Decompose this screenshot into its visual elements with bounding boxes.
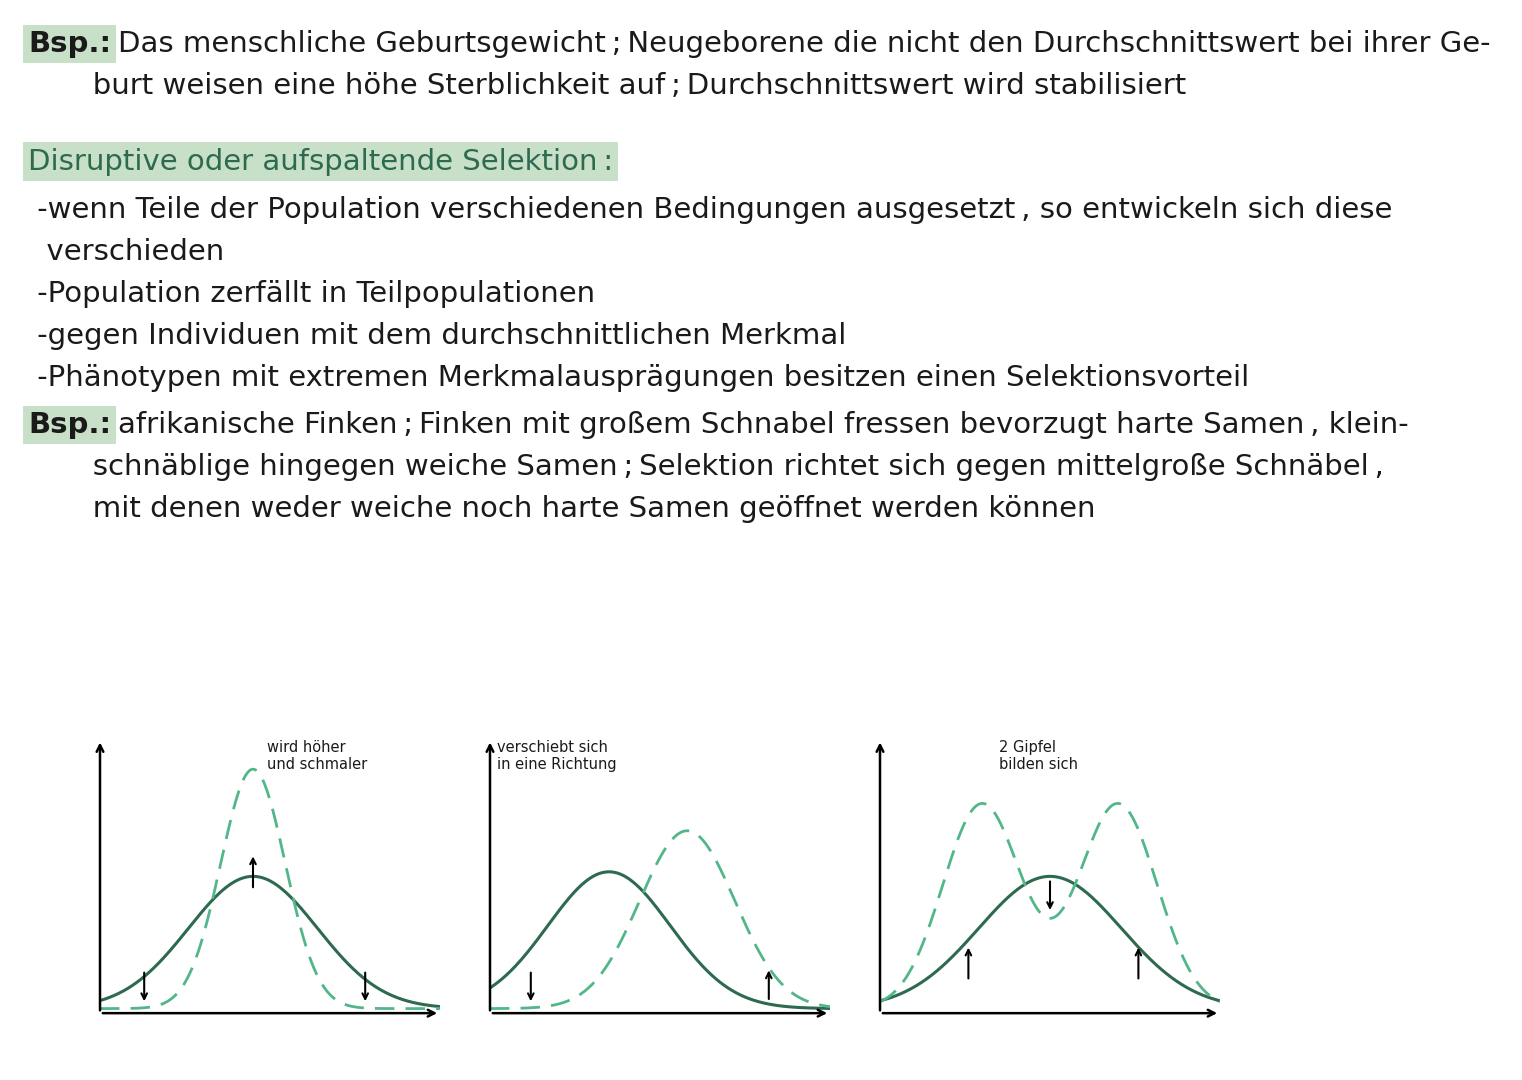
Text: -wenn Teile der Population verschiedenen Bedingungen ausgesetzt , so entwickeln : -wenn Teile der Population verschiedenen… — [27, 195, 1393, 224]
Text: schnäblige hingegen weiche Samen ; Selektion richtet sich gegen mittelgroße Schn: schnäblige hingegen weiche Samen ; Selek… — [27, 453, 1383, 481]
Text: Bsp.:: Bsp.: — [27, 30, 111, 58]
Text: wird höher
und schmaler: wird höher und schmaler — [266, 740, 367, 772]
Text: Disruptive oder aufspaltende Selektion :: Disruptive oder aufspaltende Selektion : — [27, 148, 613, 176]
Text: -Phänotypen mit extremen Merkmalausprägungen besitzen einen Selektionsvorteil: -Phänotypen mit extremen Merkmalausprägu… — [27, 364, 1250, 392]
Text: Bsp.:: Bsp.: — [27, 410, 111, 438]
Text: verschiebt sich
in eine Richtung: verschiebt sich in eine Richtung — [496, 740, 616, 772]
Text: -gegen Individuen mit dem durchschnittlichen Merkmal: -gegen Individuen mit dem durchschnittli… — [27, 322, 846, 350]
Text: Das menschliche Geburtsgewicht ; Neugeborene die nicht den Durchschnittswert bei: Das menschliche Geburtsgewicht ; Neugebo… — [119, 30, 1490, 58]
Text: -Population zerfällt in Teilpopulationen: -Population zerfällt in Teilpopulationen — [27, 280, 595, 308]
Text: 2 Gipfel
bilden sich: 2 Gipfel bilden sich — [998, 740, 1078, 772]
Text: burt weisen eine höhe Sterblichkeit auf ; Durchschnittswert wird stabilisiert: burt weisen eine höhe Sterblichkeit auf … — [27, 72, 1186, 100]
Text: afrikanische Finken ; Finken mit großem Schnabel fressen bevorzugt harte Samen ,: afrikanische Finken ; Finken mit großem … — [119, 410, 1409, 438]
Text: mit denen weder weiche noch harte Samen geöffnet werden können: mit denen weder weiche noch harte Samen … — [27, 495, 1096, 523]
Text: verschieden: verschieden — [27, 238, 224, 266]
